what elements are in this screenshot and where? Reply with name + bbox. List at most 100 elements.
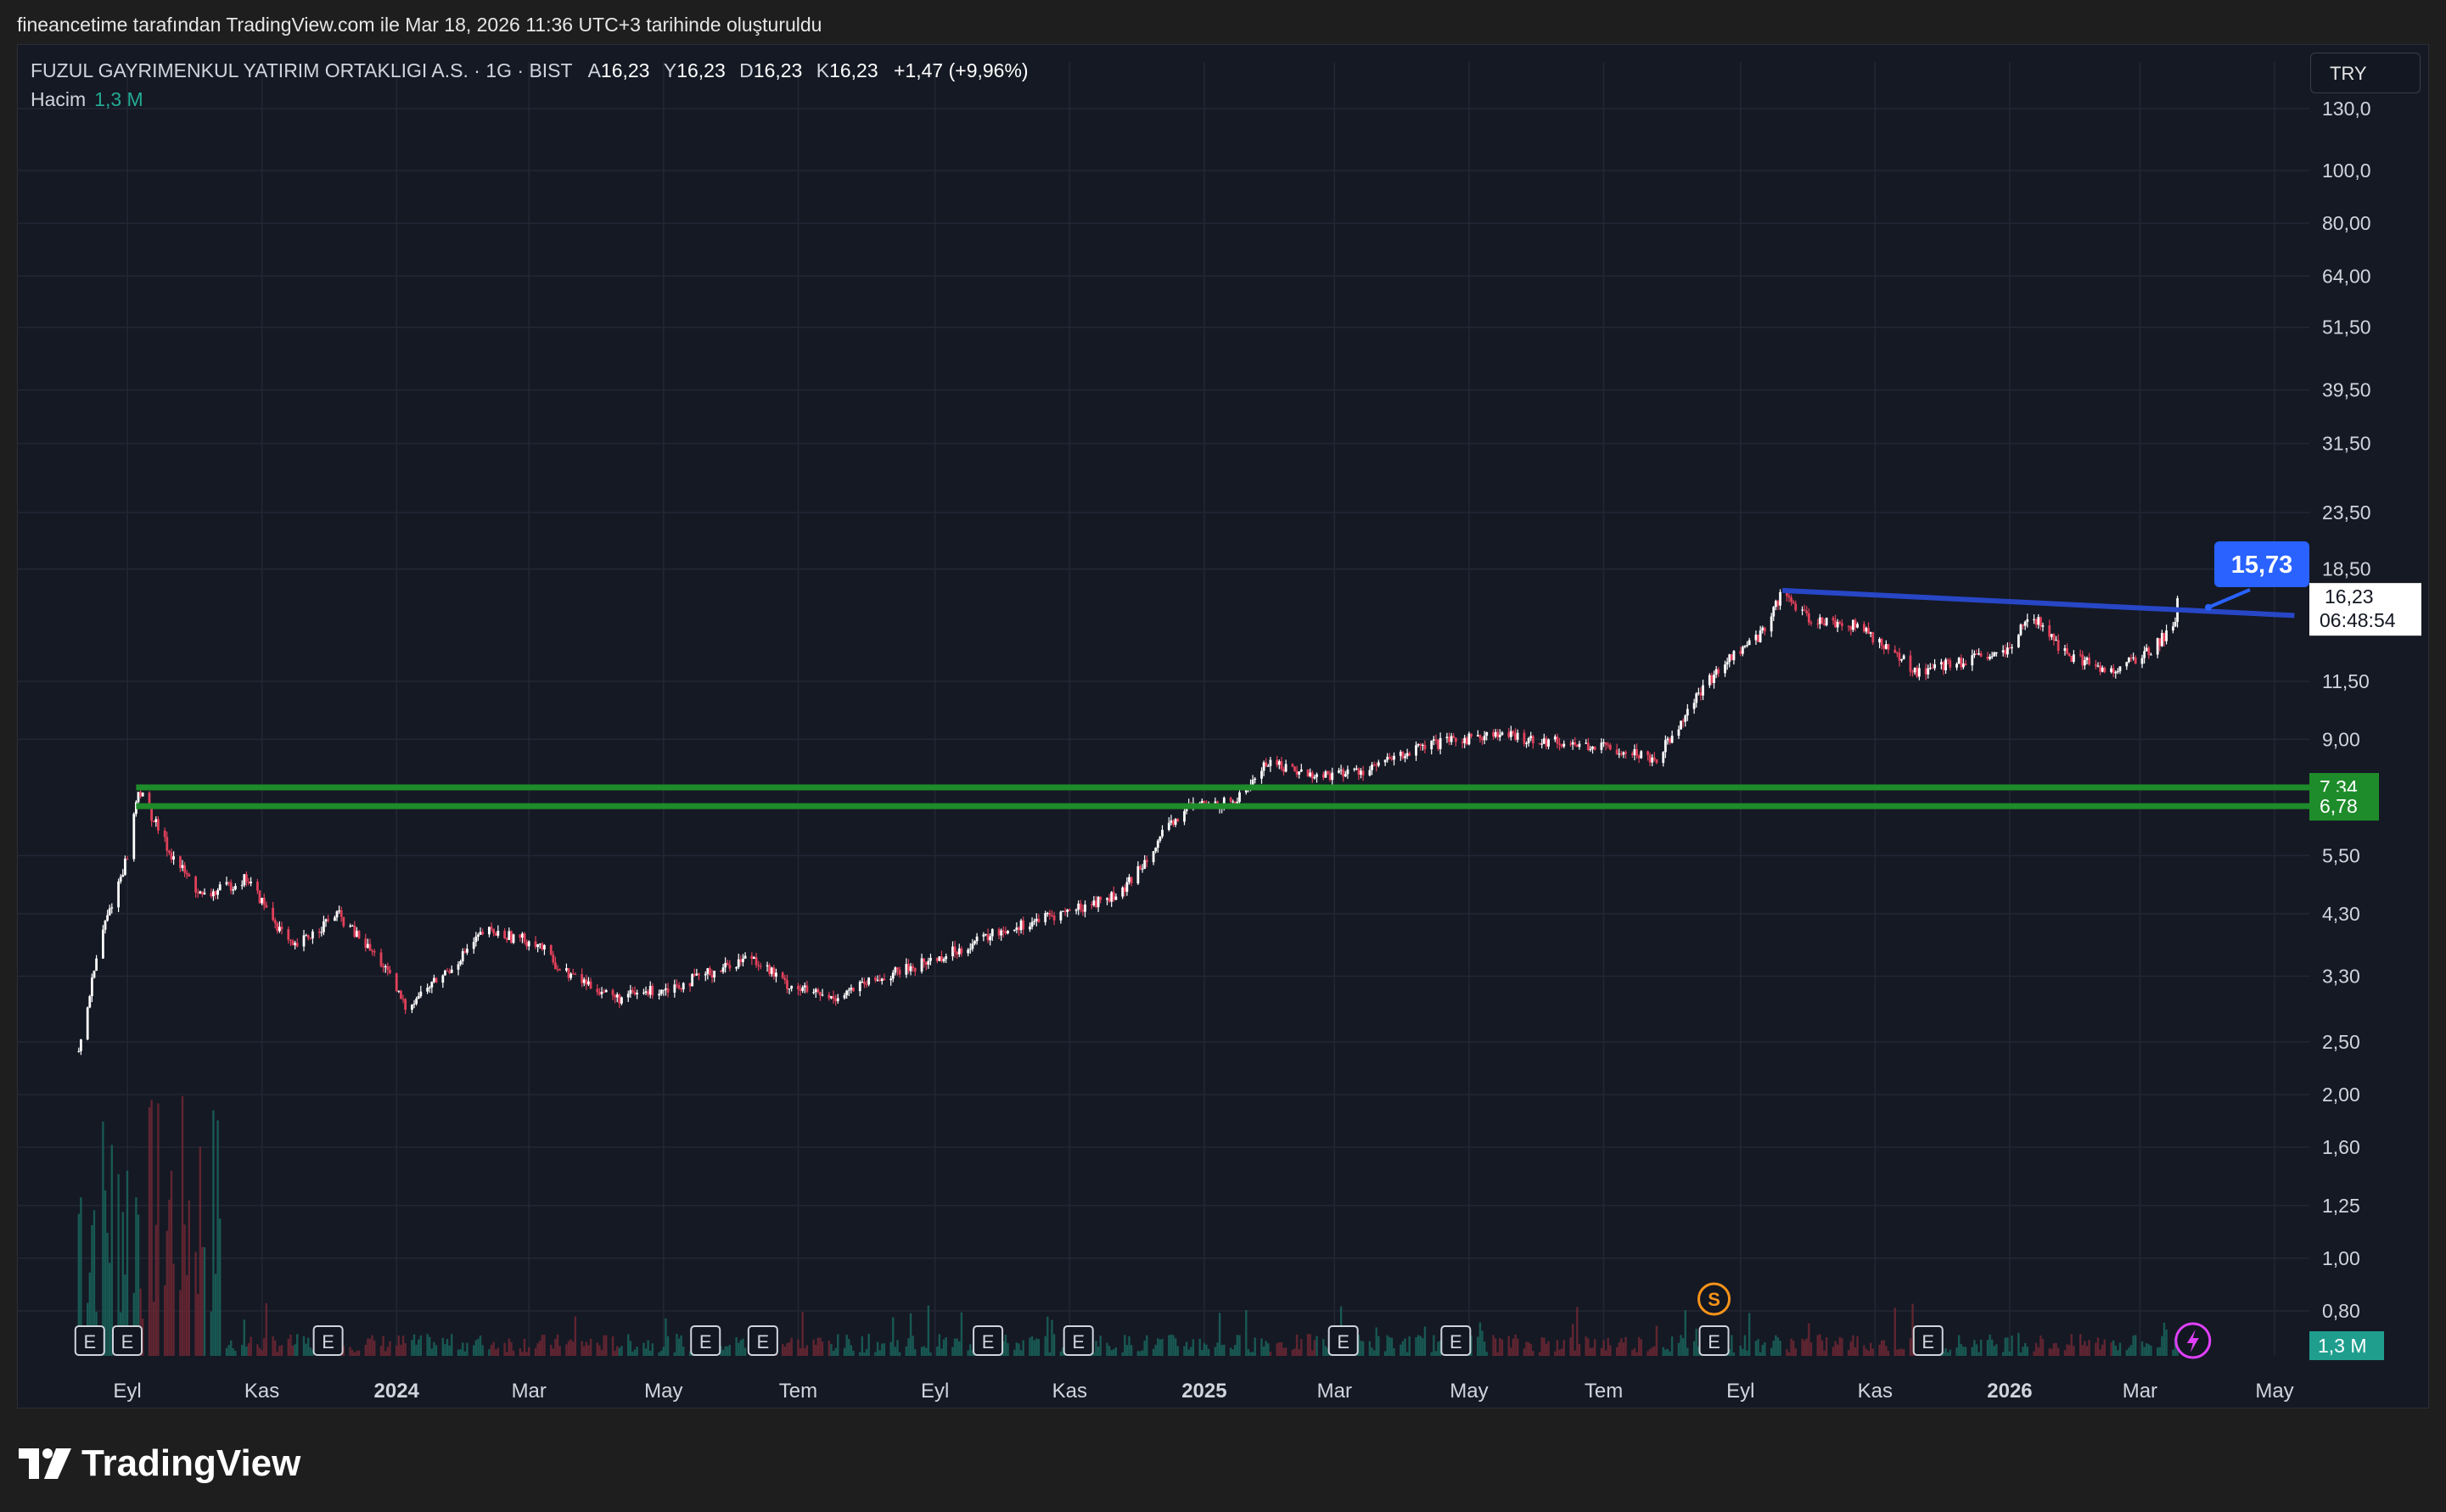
chart-frame[interactable]: 130,0 100,0 80,00 64,00 51,50 39,50 31,50 23,50… <box>17 44 2429 1408</box>
candle <box>1494 729 1497 739</box>
candle <box>334 916 336 921</box>
candle <box>2072 650 2075 664</box>
volume-bar <box>2129 1345 2133 1356</box>
candle <box>861 977 864 983</box>
volume-bar <box>1393 1347 1395 1356</box>
candle-body <box>819 992 822 996</box>
candle-body <box>832 996 835 1000</box>
candle-body <box>1229 798 1232 802</box>
volume-bar <box>1786 1349 1788 1356</box>
volume-bar <box>1662 1347 1664 1356</box>
volume-bar <box>1558 1349 1561 1356</box>
currency-button[interactable]: TRY <box>2310 53 2421 93</box>
volume-bar <box>1849 1341 1852 1356</box>
volume-bar <box>1754 1341 1758 1356</box>
candle-body <box>2037 617 2040 625</box>
candle-body <box>306 935 310 938</box>
candle-body <box>291 940 295 945</box>
candle-body <box>1496 731 1500 737</box>
volume-bar <box>558 1346 561 1356</box>
candle <box>598 988 601 996</box>
candle <box>2079 649 2082 658</box>
y-tick-label: 2,00 <box>2322 1084 2360 1106</box>
candle-body <box>1743 645 1747 647</box>
volume-bar <box>280 1345 283 1356</box>
candle-body <box>1222 798 1226 806</box>
volume-bar <box>720 1346 722 1356</box>
candle-body <box>2096 665 2100 667</box>
open-label: A <box>587 59 601 81</box>
candle-body <box>415 998 418 1004</box>
volume-bar <box>967 1350 969 1356</box>
candle <box>1450 732 1453 745</box>
tradingview-logo[interactable]: TradingView <box>19 1442 300 1485</box>
candle-body <box>256 882 259 891</box>
candle <box>505 937 508 944</box>
candle-body <box>1792 602 1795 604</box>
candle <box>1485 731 1489 741</box>
volume-bar <box>1896 1349 1899 1356</box>
candle-body <box>1823 623 1826 625</box>
volume-bar <box>1898 1348 1901 1356</box>
price-chart[interactable]: 130,0100,080,0064,0051,5039,5031,5023,50… <box>18 45 2430 1409</box>
volume-bar <box>1125 1345 1129 1356</box>
candle <box>2114 670 2118 679</box>
candle-body <box>816 988 820 993</box>
candle-body <box>1871 632 1875 643</box>
volume-bar <box>457 1349 460 1356</box>
volume-bar <box>596 1342 599 1356</box>
volume-bar <box>232 1348 235 1356</box>
candle-body <box>743 955 747 959</box>
candle-body <box>353 925 356 938</box>
earnings-marker-box <box>1327 1325 1359 1356</box>
candle-body <box>1512 731 1515 734</box>
candle-body <box>1269 759 1272 766</box>
candle-body <box>1801 609 1804 611</box>
candle <box>287 926 290 944</box>
volume-bar <box>1030 1336 1034 1356</box>
candle <box>1589 746 1592 753</box>
candle-body <box>1961 663 1965 668</box>
volume-bar <box>1664 1349 1667 1356</box>
low-label: D <box>739 59 754 81</box>
candle <box>967 948 970 956</box>
candle <box>770 966 773 977</box>
candle-body <box>2055 640 2057 641</box>
candle <box>757 960 760 972</box>
volume-bar <box>429 1336 431 1356</box>
volume-bar <box>1316 1336 1318 1356</box>
volume-bar <box>651 1343 654 1356</box>
candle <box>1377 759 1380 768</box>
candle <box>567 968 570 982</box>
candle-body <box>1571 742 1574 745</box>
volume-bar <box>1587 1338 1590 1356</box>
candle-body <box>1708 675 1711 686</box>
volume-bar <box>1033 1340 1035 1356</box>
volume-bar <box>1293 1348 1296 1356</box>
volume-bar <box>1602 1340 1605 1356</box>
candle-body <box>510 931 513 944</box>
candle-body <box>1236 802 1239 804</box>
volume-bar <box>673 1352 676 1356</box>
candle-body <box>666 988 670 993</box>
candle <box>183 861 187 877</box>
candle-body <box>272 907 275 921</box>
candle-body <box>1939 662 1943 664</box>
volume-bar <box>2172 1349 2174 1356</box>
candle-body <box>273 920 277 924</box>
volume-bar <box>1496 1352 1499 1356</box>
candle-body <box>1825 618 1828 625</box>
candle <box>2019 623 2022 636</box>
earnings-marker: E <box>312 1325 344 1356</box>
volume-bar <box>404 1343 407 1356</box>
volume-bar <box>1757 1339 1759 1356</box>
volume-bar <box>1880 1340 1883 1356</box>
candle-body <box>1805 610 1809 613</box>
candle-body <box>2081 654 2084 666</box>
candle-body <box>1383 759 1387 763</box>
candle-body <box>1538 743 1541 745</box>
candle <box>644 986 648 995</box>
candle <box>1708 673 1711 688</box>
candle <box>1463 735 1467 748</box>
candle <box>1942 660 1945 675</box>
